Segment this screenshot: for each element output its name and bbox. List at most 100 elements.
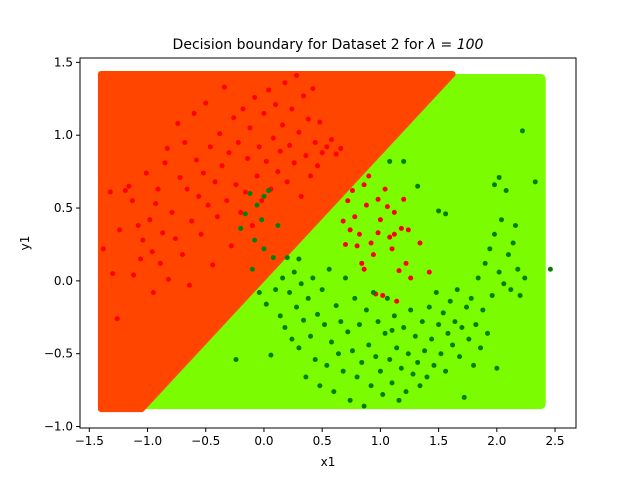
data-point: [238, 209, 244, 215]
data-point: [501, 281, 507, 287]
data-point: [368, 383, 374, 389]
data-point: [261, 110, 267, 116]
data-point: [294, 304, 300, 310]
data-point: [443, 368, 449, 374]
data-point: [494, 365, 500, 371]
data-point: [280, 275, 286, 281]
data-point: [424, 374, 430, 380]
data-point: [315, 163, 321, 169]
data-point: [480, 307, 486, 313]
x-tick-label: 1.5: [429, 434, 448, 448]
data-point: [179, 252, 185, 258]
data-point: [296, 345, 302, 351]
data-point: [401, 196, 407, 202]
data-point: [212, 179, 218, 185]
data-point: [370, 290, 376, 296]
data-point: [291, 160, 297, 166]
data-point: [117, 227, 123, 233]
data-point: [235, 139, 241, 145]
decision-regions: [97, 71, 546, 413]
data-point: [256, 144, 262, 150]
data-point: [338, 145, 344, 151]
data-point: [368, 240, 374, 246]
data-point: [415, 183, 421, 189]
data-point: [436, 322, 442, 328]
data-point: [189, 218, 195, 224]
data-point: [326, 266, 332, 272]
data-point: [389, 327, 395, 333]
data-point: [510, 240, 516, 246]
x-tick-label: −1.0: [133, 434, 162, 448]
data-point: [338, 319, 344, 325]
data-point: [298, 193, 304, 199]
data-point: [396, 268, 402, 274]
data-point: [419, 319, 425, 325]
data-point: [361, 182, 367, 188]
data-point: [308, 333, 314, 339]
data-point: [252, 237, 258, 243]
data-point: [405, 227, 411, 233]
data-point: [547, 266, 553, 272]
data-point: [193, 157, 199, 163]
data-point: [496, 174, 502, 180]
data-point: [226, 150, 232, 156]
data-point: [228, 243, 234, 249]
data-point: [100, 246, 106, 252]
data-point: [352, 295, 358, 301]
data-point: [256, 290, 262, 296]
data-point: [328, 137, 334, 143]
data-point: [328, 339, 334, 345]
data-point: [426, 269, 432, 275]
data-point: [140, 237, 146, 243]
data-point: [287, 290, 293, 296]
data-point: [160, 230, 166, 236]
data-point: [308, 173, 314, 179]
data-point: [261, 193, 267, 199]
data-point: [289, 336, 295, 342]
data-point: [254, 173, 260, 179]
data-point: [282, 80, 288, 86]
data-point: [466, 336, 472, 342]
data-point: [349, 348, 355, 354]
data-point: [153, 201, 159, 207]
data-point: [284, 255, 290, 261]
data-point: [287, 142, 293, 148]
data-point: [182, 139, 188, 145]
data-point: [475, 275, 481, 281]
data-point: [231, 115, 237, 121]
data-point: [522, 275, 528, 281]
data-point: [391, 231, 397, 237]
x-tick-label: 0.0: [254, 434, 273, 448]
data-point: [177, 174, 183, 180]
data-point: [147, 217, 153, 223]
data-point: [512, 223, 518, 229]
data-point: [175, 121, 181, 127]
data-point: [162, 160, 168, 166]
data-point: [259, 198, 265, 204]
data-point: [356, 231, 362, 237]
data-point: [280, 122, 286, 128]
y-tick-label: −1.0: [44, 420, 73, 434]
data-point: [275, 169, 281, 175]
data-point: [380, 292, 386, 298]
x-tick-label: 2.5: [545, 434, 564, 448]
data-point: [354, 374, 360, 380]
data-point: [252, 94, 258, 100]
data-point: [317, 119, 323, 125]
data-point: [482, 260, 488, 266]
data-point: [382, 186, 388, 192]
data-point: [403, 389, 409, 395]
data-point: [396, 397, 402, 403]
data-point: [349, 188, 355, 194]
data-point: [532, 179, 538, 185]
data-point: [149, 249, 155, 255]
y-axis-ticks: −1.0 −0.5 0.0 0.5 1.0 1.5: [44, 55, 80, 434]
data-point: [305, 295, 311, 301]
x-tick-label: 0.5: [313, 434, 332, 448]
data-point: [440, 310, 446, 316]
data-point: [389, 380, 395, 386]
data-point: [366, 173, 372, 179]
data-point: [200, 170, 206, 176]
data-point: [354, 243, 360, 249]
